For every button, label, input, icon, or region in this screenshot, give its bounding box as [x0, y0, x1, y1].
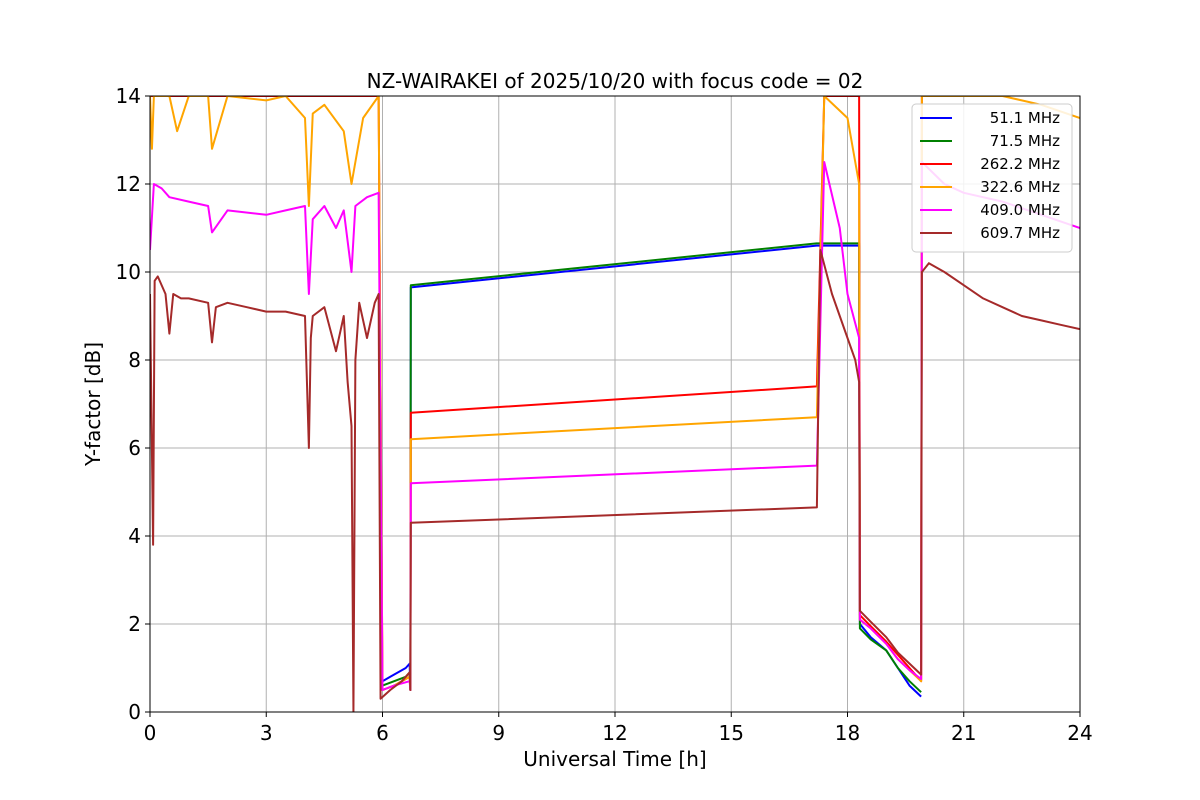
series-line-71-5-mhz	[379, 242, 922, 693]
y-axis-label: Y-factor [dB]	[81, 342, 105, 467]
series-group	[150, 96, 1080, 712]
x-tick-label: 21	[951, 721, 976, 745]
x-tick-label: 0	[144, 721, 157, 745]
x-tick-label: 6	[376, 721, 389, 745]
legend-label: 409.0 MHz	[980, 201, 1060, 219]
y-tick-label: 2	[128, 612, 141, 636]
y-tick-label: 4	[128, 524, 141, 548]
series-line-609-7-mhz	[150, 249, 1080, 712]
y-tick-label: 0	[128, 700, 141, 724]
x-tick-label: 3	[260, 721, 273, 745]
x-tick-label: 15	[719, 721, 744, 745]
chart-title: NZ-WAIRAKEI of 2025/10/20 with focus cod…	[367, 69, 864, 93]
y-tick-label: 6	[128, 436, 141, 460]
legend-label: 71.5 MHz	[990, 132, 1060, 150]
y-tick-label: 14	[116, 84, 141, 108]
legend-label: 262.2 MHz	[980, 155, 1060, 173]
y-tick-label: 8	[128, 348, 141, 372]
y-tick-label: 10	[116, 260, 141, 284]
legend-label: 322.6 MHz	[980, 178, 1060, 196]
x-tick-label: 12	[602, 721, 627, 745]
series-layer	[150, 96, 1080, 712]
x-tick-label: 24	[1067, 721, 1092, 745]
legend-label: 609.7 MHz	[980, 224, 1060, 242]
series-line-409-0-mhz	[150, 161, 1080, 691]
x-axis-label: Universal Time [h]	[523, 747, 706, 771]
legend-label: 51.1 MHz	[990, 109, 1060, 127]
legend: 51.1 MHz 71.5 MHz 262.2 MHz 322.6 MHz 409.0 …	[911, 103, 1073, 253]
x-tick-label: 9	[492, 721, 505, 745]
y-tick-label: 12	[116, 172, 141, 196]
x-tick-label: 18	[835, 721, 860, 745]
